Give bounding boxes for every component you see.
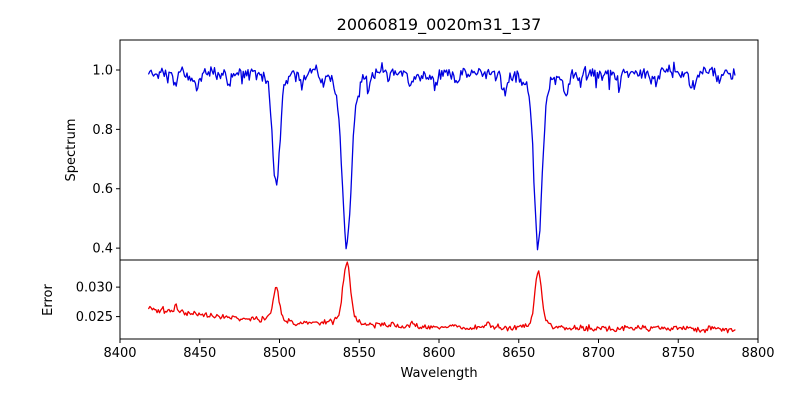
x-tick-label: 8400 [103,346,136,361]
x-tick-label: 8800 [741,346,774,361]
y-tick-label: 0.4 [92,242,113,257]
x-tick-label: 8450 [183,346,216,361]
x-tick-label: 8550 [343,346,376,361]
x-tick-label: 8750 [662,346,695,361]
x-tick-label: 8650 [502,346,535,361]
y-tick-label: 1.0 [92,63,113,78]
y-tick-label: 0.030 [76,281,113,296]
y-axis-label-error: Error [41,284,56,316]
y-tick-label: 0.025 [76,310,113,325]
x-tick-label: 8500 [263,346,296,361]
spectrum-line [148,61,736,251]
y-tick-label: 0.6 [92,182,113,197]
y-tick-label: 0.8 [92,123,113,138]
chart-title: 20060819_0020m31_137 [337,15,542,35]
error-panel-frame [119,259,759,340]
data-layer [148,61,736,334]
x-tick-label: 8600 [422,346,455,361]
tick-layer: 8400 8450 8500 8550 8600 8650 8700 8750 8800 0.4 0… [76,63,775,361]
x-tick-label: 8700 [582,346,615,361]
x-axis-label: Wavelength [400,366,477,381]
error-line [148,261,736,334]
y-axis-label-spectrum: Spectrum [64,119,79,182]
